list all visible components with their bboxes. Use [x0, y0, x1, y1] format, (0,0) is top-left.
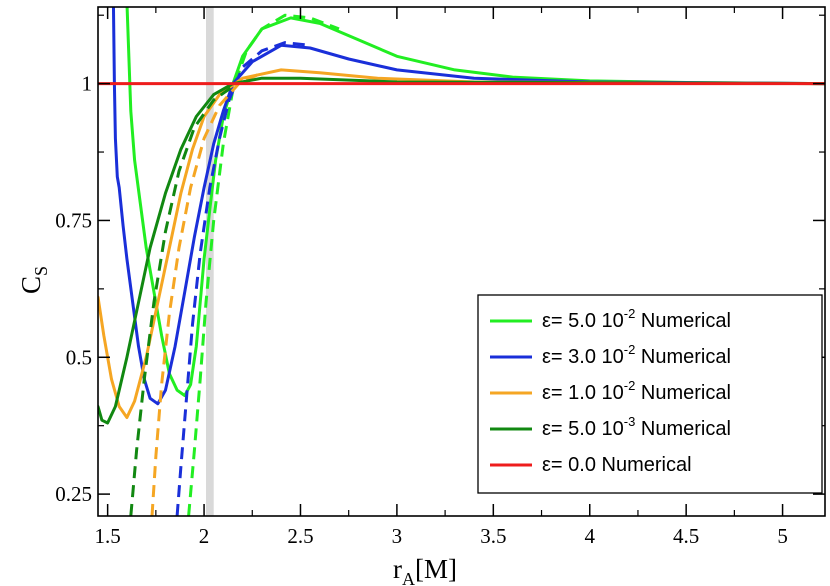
legend-label-4: ε= 0.0 Numerical: [542, 454, 692, 476]
y-tick-label: 0.25: [55, 482, 92, 506]
x-tick-label: 3: [392, 524, 403, 548]
series-1-dashed-line: [175, 41, 311, 516]
x-tick-label: 2.5: [287, 524, 313, 548]
y-axis-title: CS: [16, 266, 51, 294]
x-axis-title: rA[M]: [393, 554, 457, 586]
series-layer: [98, 7, 825, 516]
series-0-solid-line: [125, 7, 825, 398]
x-tick-label: 5: [777, 524, 788, 548]
legend-label-2: ε= 1.0 10-2 Numerical: [542, 378, 731, 404]
tick-layer: 1.5 2 2.5 3 3.5 4 4.5 5 0.25 0.5 0.75 1: [55, 7, 825, 548]
series-2-solid-line: [98, 68, 825, 419]
x-tick-label: 2: [199, 524, 210, 548]
legend-label-1: ε= 3.0 10-2 Numerical: [542, 342, 731, 368]
plot-frame: [97, 6, 826, 517]
y-tick-label: 0.5: [66, 345, 92, 369]
series-2-dashed-line: [150, 71, 263, 516]
series-3-solid-line: [98, 76, 825, 425]
y-tick-label: 0.75: [55, 208, 92, 232]
legend-label-0: ε= 5.0 10-2 Numerical: [542, 306, 731, 332]
series-1-solid-line: [111, 7, 825, 406]
x-tick-label: 4: [584, 524, 595, 548]
x-tick-label: 4.5: [673, 524, 699, 548]
series-3-dashed-line: [129, 85, 234, 516]
x-tick-label: 1.5: [95, 524, 121, 548]
series-0-dashed-line: [187, 13, 340, 516]
legend-label-3: ε= 5.0 10-3 Numerical: [542, 414, 731, 440]
legend-box: [477, 294, 823, 494]
legend-items: ε= 5.0 10-2 Numerical ε= 3.0 10-2 Numeric…: [490, 306, 731, 476]
x-tick-label: 3.5: [480, 524, 506, 548]
y-tick-label: 1: [82, 72, 93, 96]
legend: ε= 5.0 10-2 Numerical ε= 3.0 10-2 Numeric…: [477, 294, 823, 494]
